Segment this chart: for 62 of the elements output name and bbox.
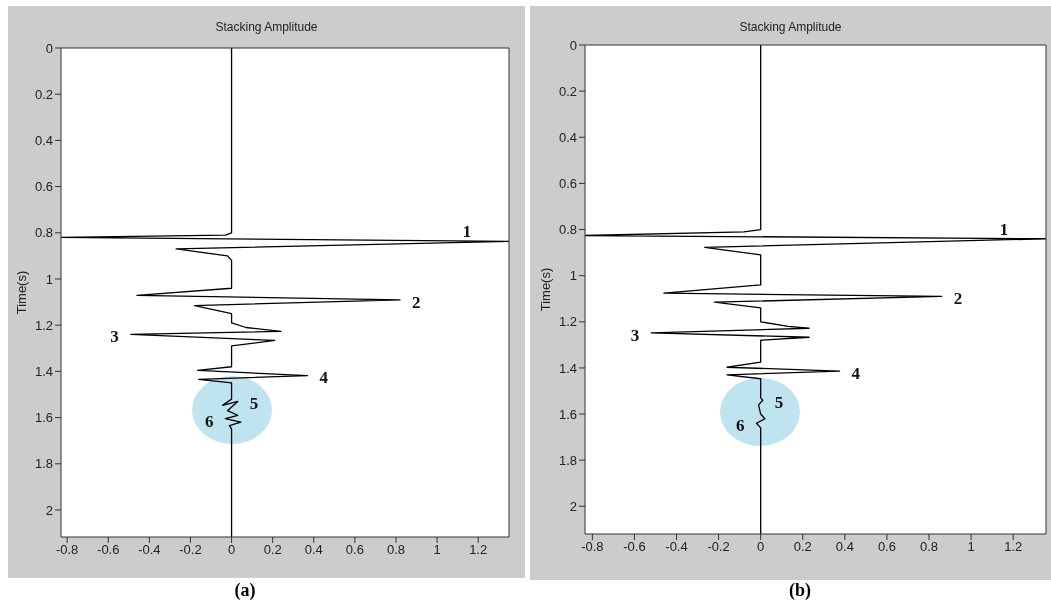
x-tick-label: 0.8 bbox=[919, 539, 939, 555]
y-tick-label: 0.8 bbox=[558, 222, 577, 238]
text: (a) bbox=[233, 580, 257, 601]
y-tick-label: 2 bbox=[45, 502, 53, 518]
y-tick-label: 1.8 bbox=[34, 456, 53, 472]
y-tick-label: 0.6 bbox=[34, 179, 53, 195]
x-tick-label: 0.2 bbox=[793, 539, 812, 555]
x-tick-label: -0.4 bbox=[665, 539, 688, 555]
y-axis-title: Time(s) bbox=[13, 270, 29, 315]
y-tick-label: 1.6 bbox=[558, 406, 577, 422]
annotation: 6 bbox=[204, 411, 214, 431]
chart-title: Stacking Amplitude bbox=[214, 20, 319, 34]
y-tick-label: 1 bbox=[45, 271, 53, 287]
y-tick-label: 1.4 bbox=[34, 364, 53, 379]
x-tick-label: -0.6 bbox=[97, 542, 120, 558]
y-tick-label: 0.4 bbox=[34, 133, 53, 149]
y-tick-label: 2 bbox=[569, 498, 577, 514]
x-tick-label: -0.6 bbox=[623, 539, 646, 555]
x-tick-label: 1 bbox=[967, 539, 975, 555]
y-tick-label: 1.2 bbox=[558, 314, 577, 330]
y-tick-label: 1.4 bbox=[558, 360, 577, 376]
x-tick-label: 1.2 bbox=[1004, 539, 1023, 555]
x-tick-label: -0.4 bbox=[138, 542, 161, 558]
x-tick-label: 0.6 bbox=[345, 542, 364, 558]
y-tick-label: 0 bbox=[569, 37, 577, 53]
y-tick-label: 1 bbox=[569, 268, 577, 284]
chart-title: Stacking Amplitude bbox=[738, 20, 843, 34]
x-tick-label: -0.2 bbox=[707, 539, 730, 555]
y-tick-label: 0.2 bbox=[34, 86, 53, 102]
x-tick-label: 0.4 bbox=[835, 539, 854, 555]
y-tick-label: 0.6 bbox=[558, 176, 577, 192]
x-tick-label: -0.8 bbox=[581, 539, 604, 555]
annotation: 3 bbox=[630, 325, 640, 345]
x-tick-label: 1.2 bbox=[469, 542, 488, 558]
y-tick-label: 0.4 bbox=[558, 129, 577, 145]
annotation: 1 bbox=[462, 222, 472, 242]
y-tick-label: 0 bbox=[45, 40, 53, 56]
y-tick-label: 1.6 bbox=[34, 410, 53, 426]
annotation: 3 bbox=[110, 327, 119, 347]
annotation: 5 bbox=[774, 393, 784, 413]
x-tick-label: -0.2 bbox=[179, 542, 202, 558]
x-tick-label: 0.6 bbox=[877, 539, 896, 555]
x-tick-label: 0.2 bbox=[263, 542, 282, 558]
x-tick-label: 0.4 bbox=[304, 542, 323, 558]
annotation: 4 bbox=[851, 364, 861, 384]
annotation: 2 bbox=[412, 292, 421, 312]
annotation: 2 bbox=[953, 289, 963, 309]
y-tick-label: 1.2 bbox=[34, 317, 53, 333]
y-tick-label: 0.2 bbox=[558, 83, 577, 99]
x-tick-label: 0 bbox=[227, 542, 236, 558]
annotation: 4 bbox=[319, 368, 329, 388]
x-tick-label: 0 bbox=[757, 539, 765, 555]
annotation: 6 bbox=[735, 416, 745, 436]
annotation: 1 bbox=[999, 219, 1009, 239]
annotation: 5 bbox=[249, 394, 259, 414]
x-tick-label: -0.8 bbox=[55, 542, 79, 558]
x-tick-label: 1 bbox=[433, 542, 441, 558]
y-axis-title: Time(s) bbox=[537, 267, 553, 312]
y-tick-label: 0.8 bbox=[34, 225, 53, 241]
text: (b) bbox=[788, 580, 812, 601]
x-tick-label: 0.8 bbox=[386, 542, 406, 558]
y-tick-label: 1.8 bbox=[558, 452, 577, 468]
